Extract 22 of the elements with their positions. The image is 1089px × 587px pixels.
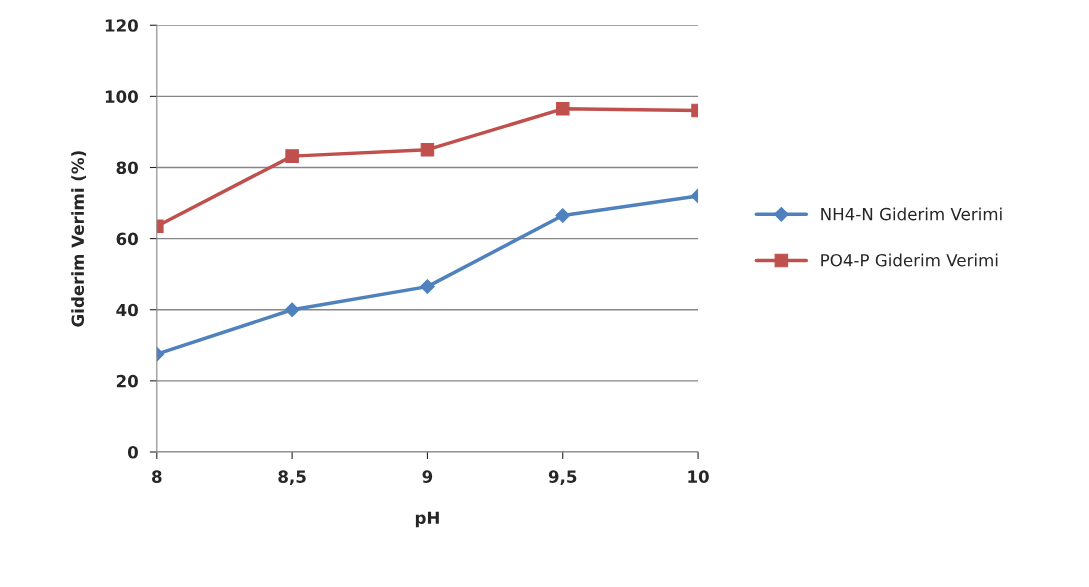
- point: [284, 302, 300, 318]
- point: [420, 279, 435, 295]
- y-tick-label: 0: [127, 445, 138, 459]
- x-tick-label: 10: [688, 470, 709, 483]
- x-tick-label: 8,5: [278, 470, 306, 486]
- legend-label: NH4-N Giderim Verimi: [821, 207, 1002, 221]
- point: [420, 142, 435, 157]
- y-tick-label: 100: [105, 90, 138, 103]
- legend-label: PO4-P Giderim Verimi: [821, 253, 998, 267]
- x-tick-label: 9: [422, 470, 433, 483]
- y-tick-label: 20: [116, 374, 138, 388]
- y-axis-title: Giderim Verimi (%): [71, 151, 87, 327]
- point: [285, 149, 299, 163]
- x-axis-title: pH: [415, 511, 439, 528]
- x-tick-label: 8: [152, 470, 162, 483]
- y-tick-label: 40: [116, 303, 138, 317]
- y-tick-label: 120: [105, 19, 138, 32]
- y-tick-label: 60: [116, 232, 138, 246]
- x-tick-label: 9,5: [548, 470, 577, 486]
- point: [555, 208, 571, 223]
- y-tick-label: 80: [116, 161, 138, 175]
- point: [555, 102, 570, 116]
